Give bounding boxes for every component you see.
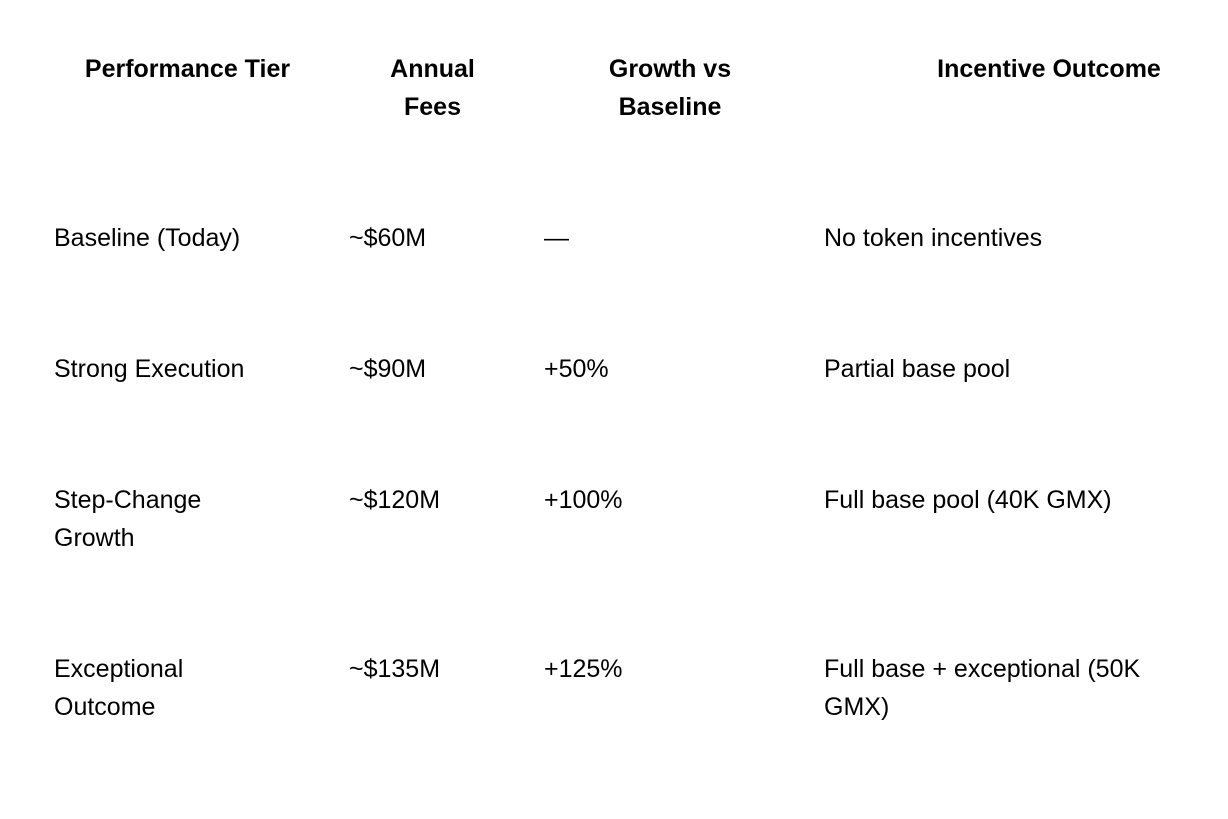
cell-growth-vs-baseline: —: [544, 224, 569, 252]
cell-tier: Baseline (Today): [54, 224, 241, 252]
header-row: Performance Tier Annual Fees Growth vs B…: [40, 50, 1228, 219]
table-row-baseline: Baseline (Today) ~$60M — No token incent…: [40, 219, 1228, 350]
cell-growth-vs-baseline: +125%: [544, 655, 623, 683]
cell-tier: Exceptional Outcome: [54, 655, 184, 721]
cell-annual-fees: ~$90M: [349, 355, 427, 383]
column-header-performance-tier: Performance Tier: [84, 55, 291, 83]
cell-annual-fees: ~$60M: [349, 224, 427, 252]
column-header-annual-fees: Annual Fees: [390, 55, 475, 121]
performance-tier-table: Performance Tier Annual Fees Growth vs B…: [40, 50, 1228, 819]
column-header-growth-vs-baseline: Growth vs Baseline: [608, 55, 732, 121]
cell-growth-vs-baseline: +50%: [544, 355, 609, 383]
cell-incentive-outcome: Partial base pool: [824, 355, 1011, 383]
table-row-step-change-growth: Step-Change Growth ~$120M +100% Full bas…: [40, 481, 1228, 650]
table-body: Baseline (Today) ~$60M — No token incent…: [40, 219, 1228, 819]
cell-incentive-outcome: Full base pool (40K GMX): [824, 486, 1112, 514]
cell-annual-fees: ~$120M: [349, 486, 441, 514]
column-header-incentive-outcome: Incentive Outcome: [937, 55, 1161, 83]
cell-growth-vs-baseline: +100%: [544, 486, 623, 514]
cell-incentive-outcome: Full base + exceptional (50K GMX): [824, 655, 1141, 721]
table-row-strong-execution: Strong Execution ~$90M +50% Partial base…: [40, 350, 1228, 481]
table-row-exceptional-outcome: Exceptional Outcome ~$135M +125% Full ba…: [40, 650, 1228, 819]
cell-tier: Step-Change Growth: [54, 486, 202, 552]
cell-incentive-outcome: No token incentives: [824, 224, 1043, 252]
cell-annual-fees: ~$135M: [349, 655, 441, 683]
cell-tier: Strong Execution: [54, 355, 245, 383]
